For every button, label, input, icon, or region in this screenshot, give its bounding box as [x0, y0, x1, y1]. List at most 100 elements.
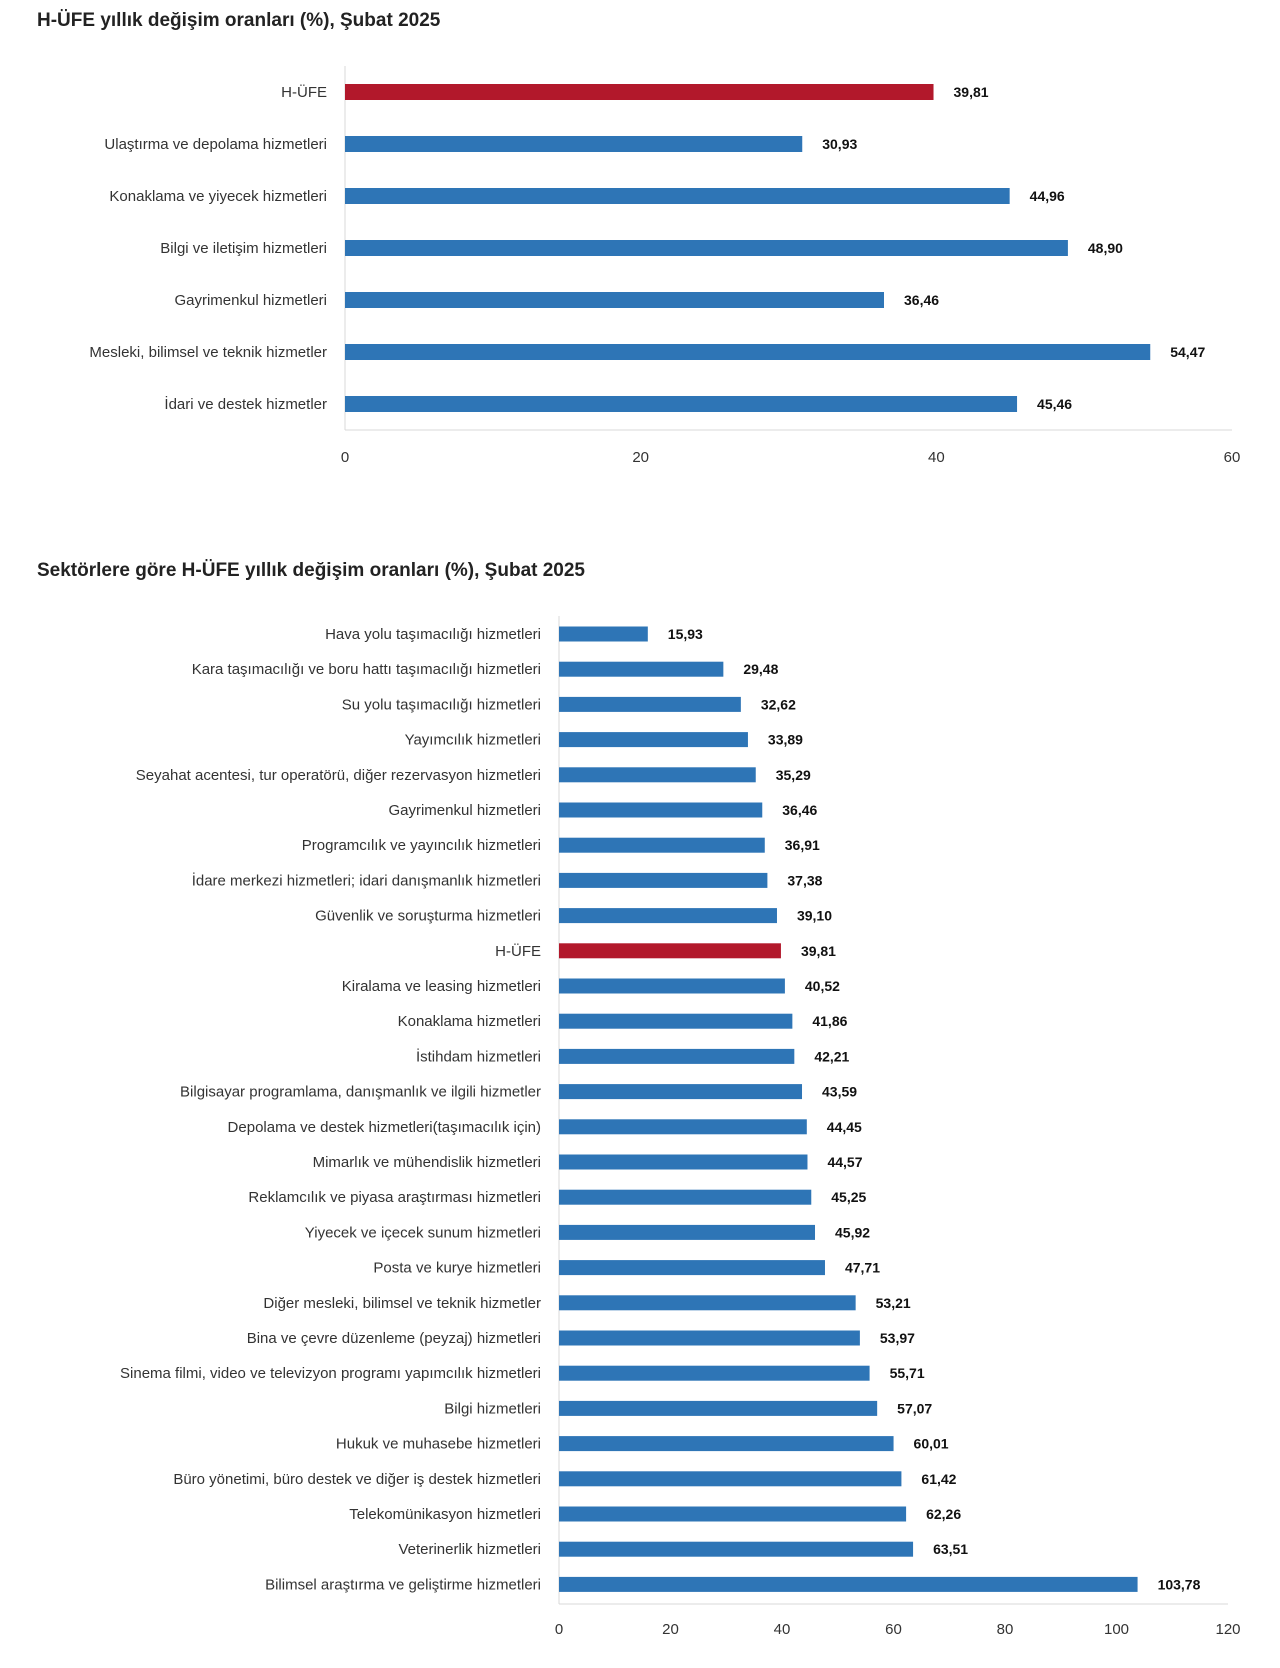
chart-2-value-label: 55,71 — [890, 1365, 925, 1381]
chart-2-value-label: 33,89 — [768, 732, 803, 748]
chart-1-value-label: 39,81 — [954, 84, 989, 100]
chart-1-category-label: İdari ve destek hizmetler — [164, 395, 327, 413]
chart-2-title: Sektörlere göre H-ÜFE yıllık değişim ora… — [37, 560, 586, 581]
chart-2-bar — [559, 872, 768, 888]
chart-2-x-tick-label: 0 — [555, 1621, 563, 1638]
chart-2-x-tick-label: 120 — [1215, 1621, 1240, 1638]
chart-2-category-label: Konaklama hizmetleri — [398, 1013, 541, 1030]
chart-2-value-label: 29,48 — [743, 661, 778, 677]
chart-2-value-label: 36,46 — [782, 802, 817, 818]
chart-2-value-label: 44,45 — [827, 1119, 862, 1135]
chart-2-category-label: Bilgisayar programlama, danışmanlık ve i… — [180, 1084, 541, 1101]
chart-2-value-label: 62,26 — [926, 1506, 961, 1522]
chart-2-bar — [559, 802, 763, 818]
chart-2-category-label: Veterinerlik hizmetleri — [398, 1541, 541, 1558]
chart-1-category-label: Ulaştırma ve depolama hizmetleri — [104, 136, 327, 153]
chart-2-bar — [559, 1471, 902, 1487]
chart-2-bar — [559, 1576, 1138, 1592]
chart-2-category-label: Bina ve çevre düzenleme (peyzaj) hizmetl… — [247, 1330, 541, 1347]
chart-1-bar — [345, 396, 1018, 412]
chart-2-category-label: Hukuk ve muhasebe hizmetleri — [336, 1436, 541, 1453]
chart-2-category-label: Kara taşımacılığı ve boru hattı taşımacı… — [192, 661, 541, 678]
chart-1-x-tick-label: 60 — [1224, 449, 1241, 466]
chart-2-value-label: 15,93 — [668, 626, 703, 642]
chart-2-value-label: 40,52 — [805, 978, 840, 994]
chart-2-bar — [559, 732, 748, 748]
chart-1-category-label: H-ÜFE — [281, 83, 327, 101]
chart-1-bar-highlight — [345, 84, 934, 100]
chart-2-category-label: Büro yönetimi, büro destek ve diğer iş d… — [173, 1471, 541, 1488]
chart-2-category-label: Kiralama ve leasing hizmetleri — [342, 978, 541, 995]
chart-1-bar — [345, 344, 1151, 360]
chart-2-value-label: 39,81 — [801, 943, 836, 959]
chart-2-category-label: Yayımcılık hizmetleri — [405, 732, 541, 749]
chart-2-bar — [559, 1541, 914, 1557]
chart-1-bar — [345, 136, 803, 152]
chart-2-value-label: 37,38 — [787, 872, 822, 888]
chart-2-value-label: 57,07 — [897, 1400, 932, 1416]
chart-2-category-label: H-ÜFE — [495, 942, 541, 960]
chart-2-category-label: Sinema filmi, video ve televizyon progra… — [120, 1365, 541, 1382]
chart-1-category-label: Gayrimenkul hizmetleri — [174, 292, 327, 309]
chart-2-value-label: 41,86 — [812, 1013, 847, 1029]
chart-1-value-label: 45,46 — [1037, 396, 1072, 412]
chart-2-category-label: Telekomünikasyon hizmetleri — [349, 1506, 541, 1523]
chart-2-category-label: Yiyecek ve içecek sunum hizmetleri — [305, 1224, 541, 1241]
chart-2-x-tick-label: 40 — [774, 1621, 791, 1638]
chart-1-category-label: Bilgi ve iletişim hizmetleri — [160, 240, 327, 257]
chart-2-bar — [559, 837, 765, 853]
chart-1-value-label: 48,90 — [1088, 240, 1123, 256]
chart-2-bar — [559, 1189, 812, 1205]
chart-2-value-label: 39,10 — [797, 908, 832, 924]
chart-2-bar — [559, 1400, 878, 1416]
chart-1-value-label: 44,96 — [1030, 188, 1065, 204]
chart-2-bar — [559, 908, 777, 924]
chart-2-bar — [559, 1119, 807, 1135]
chart-2-category-label: Güvenlik ve soruşturma hizmetleri — [315, 908, 541, 925]
chart-2-value-label: 47,71 — [845, 1260, 880, 1276]
chart-2-category-label: Seyahat acentesi, tur operatörü, diğer r… — [136, 767, 541, 784]
chart-2-bar — [559, 978, 785, 994]
chart-2-bar — [559, 1084, 803, 1100]
chart-2-bar — [559, 1506, 907, 1522]
chart-2-value-label: 103,78 — [1158, 1576, 1201, 1592]
chart-2-value-label: 35,29 — [776, 767, 811, 783]
chart-2-category-label: Bilimsel araştırma ve geliştirme hizmetl… — [265, 1576, 541, 1593]
chart-1-bar — [345, 188, 1010, 204]
chart-2-bar — [559, 1154, 808, 1170]
chart-1-value-label: 30,93 — [822, 136, 857, 152]
chart-1-x-tick-label: 40 — [928, 449, 945, 466]
chart-2-bar-highlight — [559, 943, 781, 959]
chart-1-value-label: 54,47 — [1170, 344, 1205, 360]
chart-2-bar — [559, 626, 648, 642]
chart-1-category-label: Konaklama ve yiyecek hizmetleri — [109, 188, 327, 205]
chart-2-value-label: 42,21 — [814, 1048, 849, 1064]
chart-1-x-tick-label: 20 — [632, 449, 649, 466]
chart-2-category-label: Mimarlık ve mühendislik hizmetleri — [313, 1154, 541, 1171]
chart-2-category-label: Diğer mesleki, bilimsel ve teknik hizmet… — [263, 1295, 541, 1312]
chart-2-category-label: Gayrimenkul hizmetleri — [388, 802, 541, 819]
chart-2-value-label: 45,92 — [835, 1224, 870, 1240]
chart-2-bar — [559, 1013, 793, 1029]
chart-2-bar — [559, 1436, 894, 1452]
chart-2-bar — [559, 1224, 816, 1240]
chart-2-value-label: 36,91 — [785, 837, 820, 853]
chart-2-value-label: 60,01 — [914, 1436, 949, 1452]
chart-1-svg: H-ÜFE 39,81 Ulaştırma ve depolama hizmetle… — [89, 66, 1241, 466]
chart-2-bar — [559, 767, 756, 783]
chart-2-x-tick-label: 80 — [997, 1621, 1014, 1638]
chart-1-bar — [345, 240, 1068, 256]
chart-2-category-label: İstihdam hizmetleri — [416, 1047, 541, 1065]
chart-2-x-tick-label: 60 — [885, 1621, 902, 1638]
chart-2-category-label: Depolama ve destek hizmetleri(taşımacılı… — [228, 1119, 541, 1136]
chart-1-category-label: Mesleki, bilimsel ve teknik hizmetler — [89, 344, 327, 361]
chart-2-category-label: İdare merkezi hizmetleri; idari danışman… — [192, 871, 541, 889]
chart-2-category-label: Hava yolu taşımacılığı hizmetleri — [325, 626, 541, 643]
chart-2-x-tick-label: 100 — [1104, 1621, 1129, 1638]
chart-1-title: H-ÜFE yıllık değişim oranları (%), Şubat… — [37, 10, 441, 31]
chart-2-value-label: 53,21 — [876, 1295, 911, 1311]
chart-2-value-label: 63,51 — [933, 1541, 968, 1557]
chart-2-bar — [559, 1260, 825, 1276]
chart-2-value-label: 53,97 — [880, 1330, 915, 1346]
chart-1-bar — [345, 292, 885, 308]
